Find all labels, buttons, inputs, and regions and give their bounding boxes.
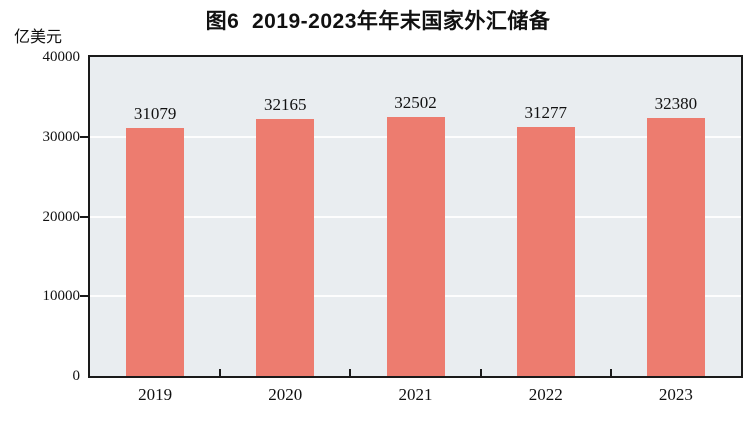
x-tick-mark xyxy=(479,369,482,376)
x-tick-mark xyxy=(219,369,222,376)
x-tick-label: 2020 xyxy=(268,385,303,404)
bar-2020 xyxy=(256,119,315,376)
y-tick-mark xyxy=(80,295,88,298)
x-tick-label: 2019 xyxy=(138,385,173,404)
bar-2022 xyxy=(516,126,575,376)
y-axis-unit-label: 亿美元 xyxy=(14,29,63,46)
y-tick-mark xyxy=(80,215,88,218)
y-tick-label: 20000 xyxy=(42,208,81,225)
chart-title: 图6 2019-2023年年末国家外汇储备 xyxy=(205,10,551,33)
y-tick-mark xyxy=(80,135,88,138)
bar-value-label: 32502 xyxy=(394,92,437,112)
y-tick-label: 10000 xyxy=(42,288,81,305)
bar-value-label: 32165 xyxy=(264,95,307,115)
x-tick-label: 2023 xyxy=(658,385,693,404)
x-tick-mark xyxy=(349,369,352,376)
x-tick-label: 2021 xyxy=(398,385,433,404)
bar-2021 xyxy=(386,116,445,376)
bar-value-label: 31079 xyxy=(133,104,177,124)
x-tick-mark xyxy=(609,369,612,376)
bar-2023 xyxy=(646,117,705,376)
plot-area: 31079 32165 32502 31277 32380 xyxy=(88,55,743,378)
bar-value-label: 32380 xyxy=(654,93,698,113)
y-tick-label: 30000 xyxy=(42,128,81,145)
bar-value-label: 31277 xyxy=(524,102,567,122)
y-tick-label: 0 xyxy=(72,368,81,384)
x-tick-label: 2022 xyxy=(528,385,563,404)
y-tick-label: 40000 xyxy=(42,49,81,65)
bar-2019 xyxy=(126,128,185,376)
